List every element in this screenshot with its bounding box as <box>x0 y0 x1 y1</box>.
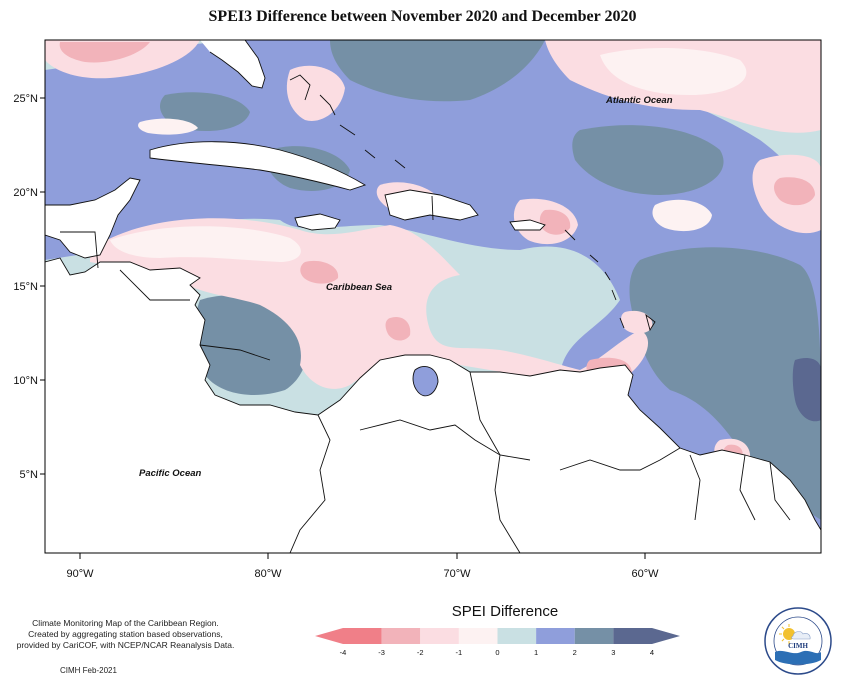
colorbar-segment <box>497 628 537 644</box>
lon-label: 80°W <box>254 568 282 580</box>
axis-ticks <box>40 97 646 559</box>
lon-label: 70°W <box>443 568 471 580</box>
colorbar-tick-label: -4 <box>340 648 347 657</box>
legend-title: SPEI Difference <box>451 603 559 620</box>
colorbar-segment <box>613 628 680 644</box>
spei-field <box>45 40 821 553</box>
credit: CIMH Feb-2021 <box>60 666 117 675</box>
wave-icon <box>775 650 821 665</box>
map-title: SPEI3 Difference between November 2020 a… <box>208 8 637 25</box>
colorbar-ticks: -4 -3 -2 -1 0 1 2 3 4 <box>340 648 654 657</box>
colorbar-tick-label: 1 <box>534 648 538 657</box>
logo-text: CIMH <box>788 642 808 650</box>
colorbar-tick-label: 4 <box>650 648 654 657</box>
lat-label: 25°N <box>13 93 38 105</box>
colorbar <box>315 628 680 644</box>
colorbar-tick-label: 0 <box>495 648 499 657</box>
label-pacific-ocean: Pacific Ocean <box>139 468 202 479</box>
footnote: Climate Monitoring Map of the Caribbean … <box>8 618 243 651</box>
cimh-logo: CIMH <box>763 606 833 676</box>
lon-label: 90°W <box>66 568 94 580</box>
lon-label: 60°W <box>631 568 659 580</box>
colorbar-segment <box>315 628 382 644</box>
footnote-line: Created by aggregating station based obs… <box>28 629 223 639</box>
footnote-line: provided by CariCOF, with NCEP/NCAR Rean… <box>16 640 235 650</box>
colorbar-segment <box>574 628 614 644</box>
lat-label: 5°N <box>20 469 39 481</box>
colorbar-tick-label: 2 <box>573 648 577 657</box>
cloud-icon <box>791 631 811 640</box>
colorbar-segment <box>420 628 459 644</box>
label-atlantic-ocean: Atlantic Ocean <box>605 95 673 106</box>
map-frame <box>44 39 822 554</box>
colorbar-segment <box>458 628 498 644</box>
lat-label: 20°N <box>13 187 38 199</box>
colorbar-tick-label: -3 <box>378 648 385 657</box>
lat-label: 10°N <box>13 375 38 387</box>
colorbar-tick-label: -2 <box>417 648 424 657</box>
footnote-line: Climate Monitoring Map of the Caribbean … <box>32 618 219 628</box>
colorbar-segment <box>381 628 421 644</box>
colorbar-tick-label: 3 <box>611 648 615 657</box>
colorbar-tick-label: -1 <box>456 648 463 657</box>
lat-label: 15°N <box>13 281 38 293</box>
colorbar-segment <box>536 628 575 644</box>
label-caribbean-sea: Caribbean Sea <box>326 282 392 293</box>
